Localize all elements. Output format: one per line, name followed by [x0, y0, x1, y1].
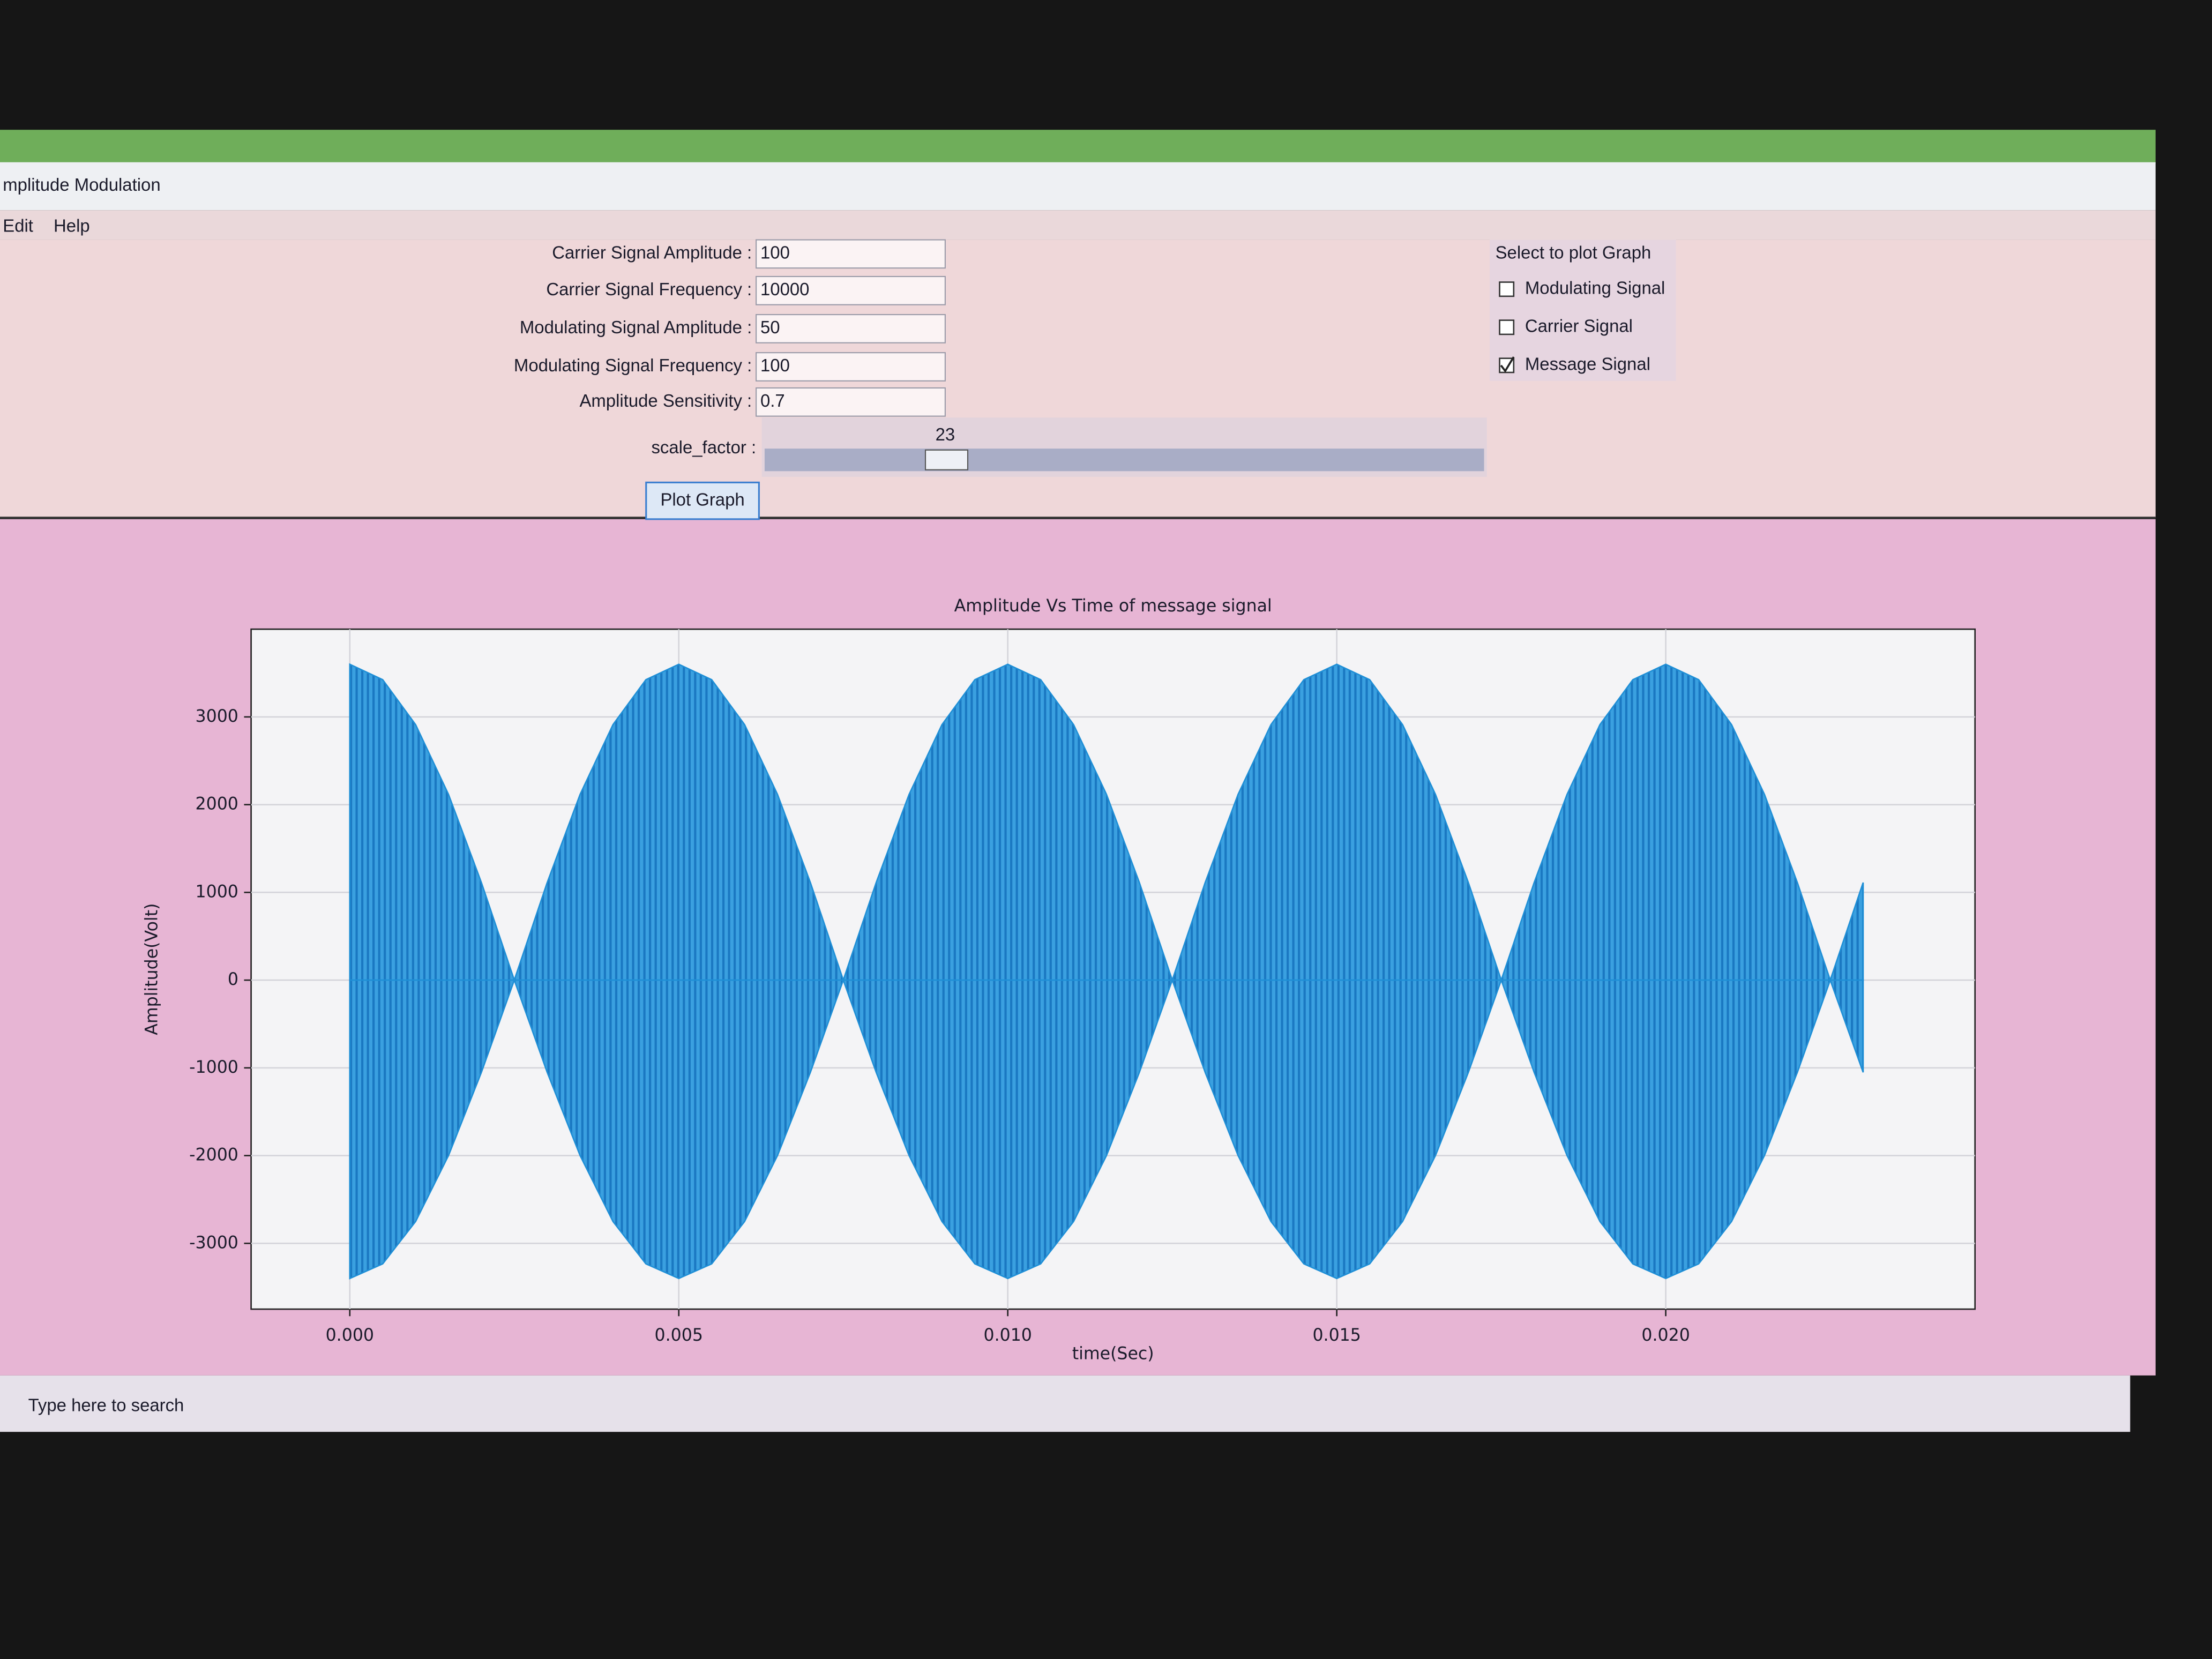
chart-title: Amplitude Vs Time of message signal — [954, 596, 1272, 616]
check-mark — [1500, 356, 1515, 373]
slider-thumb[interactable] — [924, 449, 969, 470]
x-tick-label: 0.015 — [1312, 1326, 1361, 1345]
checkbox[interactable] — [1499, 281, 1515, 297]
taskbar — [0, 1375, 2131, 1432]
y-tick-label: 0 — [228, 970, 238, 989]
menu-bar — [0, 210, 2156, 240]
signal-area — [349, 978, 1864, 1280]
checkbox-label: Modulating Signal — [1525, 278, 1665, 297]
taskbar-search[interactable]: Type here to search — [28, 1395, 184, 1415]
slider-label: scale_factor : — [651, 437, 756, 457]
text-input[interactable] — [756, 239, 946, 269]
checkbox-panel — [1490, 240, 1676, 381]
title-bar — [0, 162, 2156, 211]
field-label: Carrier Signal Amplitude : — [552, 243, 752, 263]
y-tick-label: -2000 — [189, 1146, 238, 1165]
x-tick-label: 0.000 — [326, 1326, 374, 1345]
checkbox[interactable] — [1499, 319, 1515, 335]
slider-value: 23 — [936, 424, 955, 444]
desktop-strip — [0, 130, 2156, 164]
signal-area — [349, 663, 1864, 983]
input-value: 100 — [760, 243, 790, 263]
field-label: Amplitude Sensitivity : — [579, 391, 752, 410]
y-tick-label: -3000 — [189, 1233, 238, 1252]
input-value: 50 — [760, 317, 780, 337]
slider-trough[interactable] — [764, 449, 1484, 472]
y-axis-label: Amplitude(Volt) — [142, 903, 161, 1035]
input-value: 0.7 — [760, 391, 785, 410]
menu-item[interactable]: Edit — [3, 216, 33, 236]
y-tick-label: 1000 — [196, 882, 238, 901]
x-tick-label: 0.010 — [983, 1326, 1032, 1345]
x-tick-label: 0.005 — [655, 1326, 703, 1345]
checkbox-label: Message Signal — [1525, 354, 1650, 374]
field-label: Carrier Signal Frequency : — [546, 279, 752, 299]
input-value: 10000 — [760, 279, 809, 299]
input-value: 100 — [760, 355, 790, 375]
chart: Amplitude Vs Time of message signal time(… — [142, 596, 1976, 1363]
text-input[interactable] — [756, 352, 946, 382]
field-label: Modulating Signal Amplitude : — [520, 317, 752, 337]
checkbox-label: Carrier Signal — [1525, 316, 1633, 335]
y-tick-label: 3000 — [196, 707, 238, 726]
text-input[interactable] — [756, 314, 946, 343]
x-axis-label: time(Sec) — [1072, 1344, 1154, 1363]
text-input[interactable] — [756, 275, 946, 305]
menu-item[interactable]: Help — [54, 216, 90, 236]
button-label: Plot Graph — [660, 489, 744, 509]
x-tick-label: 0.020 — [1641, 1326, 1690, 1345]
plot-button[interactable] — [645, 481, 760, 520]
text-input[interactable] — [756, 387, 946, 417]
field-label: Modulating Signal Frequency : — [514, 355, 752, 375]
y-tick-label: 2000 — [196, 795, 238, 814]
checkbox-heading: Select to plot Graph — [1496, 243, 1651, 263]
y-tick-label: -1000 — [189, 1058, 238, 1077]
window-title: mplitude Modulation — [3, 175, 160, 195]
